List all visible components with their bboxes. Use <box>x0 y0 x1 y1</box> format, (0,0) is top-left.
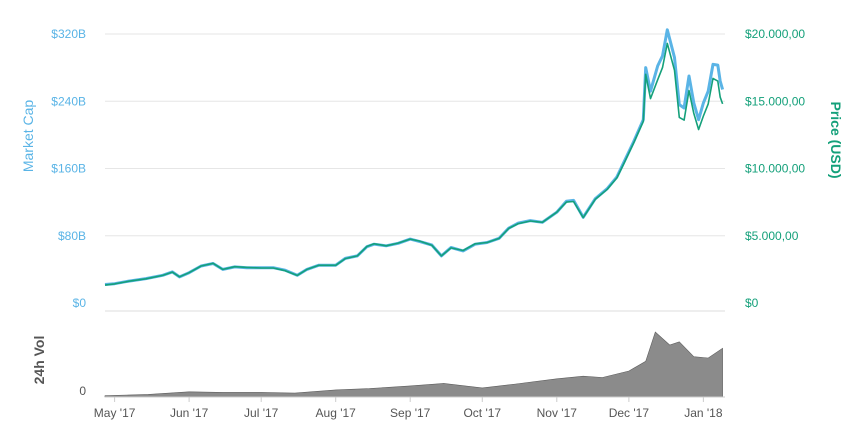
x-axis-tick-label: Jun '17 <box>170 406 209 420</box>
x-axis-tick-label: Oct '17 <box>463 406 501 420</box>
x-axis-tick-label: Jul '17 <box>244 406 279 420</box>
left-axis-ticks: $0 $80B $160B $240B $320B <box>51 27 86 310</box>
price-line <box>104 42 724 286</box>
right-axis-tick-label: $0 <box>745 296 759 310</box>
left-axis-tick-label: $80B <box>58 229 86 243</box>
gridlines <box>105 33 725 237</box>
right-axis-title: Price (USD) <box>828 101 844 178</box>
left-axis-tick-label: $320B <box>51 27 86 41</box>
volume-axis-ticks: 0 <box>79 384 86 398</box>
left-axis-title: Market Cap <box>20 100 36 173</box>
left-axis-tick-label: $240B <box>51 94 86 108</box>
right-axis-tick-label: $15.000,00 <box>745 94 805 108</box>
x-axis-tick-label: May '17 <box>94 406 136 420</box>
left-axis-tick-label: $160B <box>51 162 86 176</box>
volume-series-area <box>104 331 723 398</box>
x-axis-tick-label: Sep '17 <box>390 406 431 420</box>
right-axis-ticks: $0 $5.000,00 $10.000,00 $15.000,00 $20.000,0… <box>745 27 805 310</box>
right-axis-tick-label: $5.000,00 <box>745 229 799 243</box>
x-axis-tick-label: Jan '18 <box>684 406 723 420</box>
x-axis-tick-label: Dec '17 <box>609 406 650 420</box>
x-axis-tick-label: Aug '17 <box>316 406 357 420</box>
volume-axis-title: 24h Vol <box>31 336 47 385</box>
market-cap-line <box>104 28 725 286</box>
volume-area <box>104 331 723 398</box>
right-axis-tick-label: $10.000,00 <box>745 162 805 176</box>
series-lines <box>104 28 725 286</box>
x-axis-ticks: May '17 Jun '17 Jul '17 Aug '17 Sep '17 Oct '… <box>94 397 723 420</box>
volume-axis-tick-label: 0 <box>79 384 86 398</box>
left-axis-tick-label: $0 <box>73 296 87 310</box>
right-axis-tick-label: $20.000,00 <box>745 27 805 41</box>
x-axis-tick-label: Nov '17 <box>537 406 578 420</box>
